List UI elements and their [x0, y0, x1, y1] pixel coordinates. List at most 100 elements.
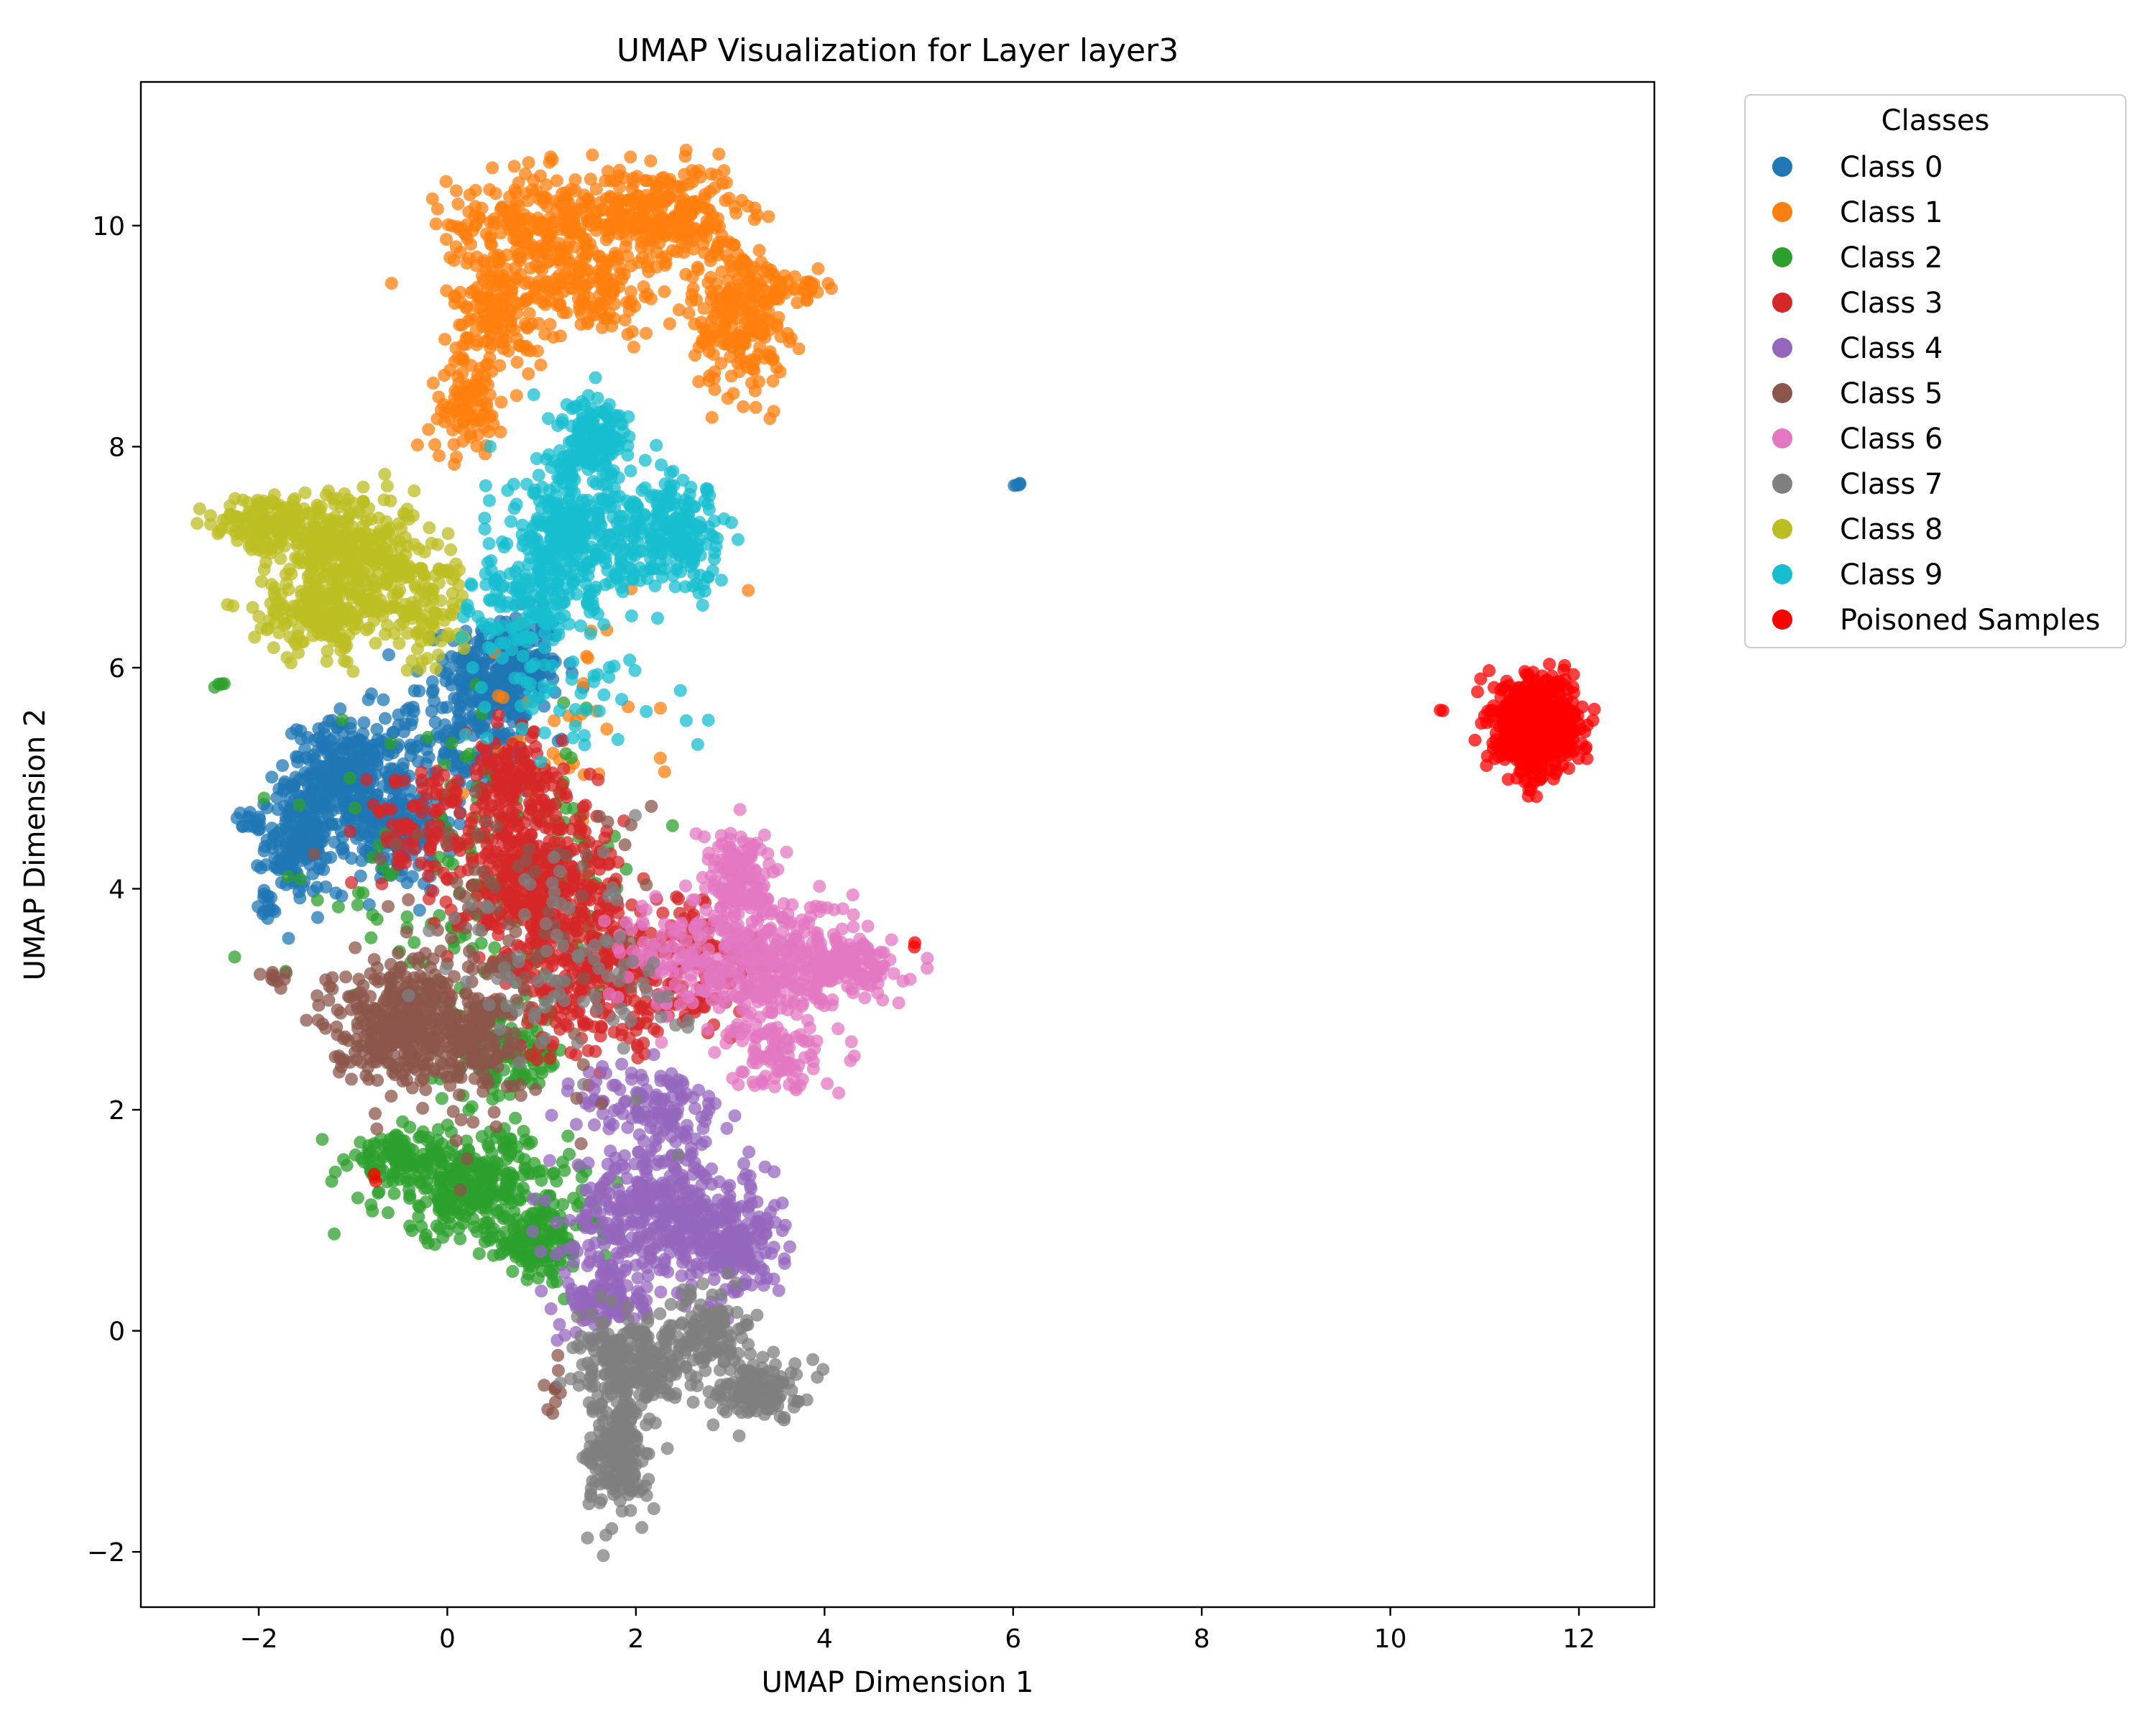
scatter-point: [683, 1149, 696, 1162]
scatter-point: [545, 1302, 558, 1315]
scatter-point: [431, 203, 444, 216]
scatter-point: [658, 1190, 671, 1202]
scatter-point: [428, 438, 441, 451]
scatter-point: [641, 1011, 654, 1024]
scatter-point: [438, 769, 451, 782]
scatter-point: [667, 1206, 680, 1219]
scatter-point: [258, 845, 271, 857]
scatter-point: [216, 677, 229, 690]
scatter-point: [692, 1164, 705, 1177]
scatter-point: [456, 423, 469, 436]
scatter-point: [673, 1232, 686, 1245]
scatter-point: [397, 850, 410, 863]
scatter-point: [558, 1329, 571, 1342]
scatter-point: [432, 391, 445, 404]
scatter-point: [461, 397, 474, 410]
scatter-point: [433, 803, 446, 816]
scatter-point: [513, 769, 526, 782]
scatter-point: [572, 272, 585, 285]
scatter-point: [641, 260, 654, 273]
scatter-point: [593, 857, 606, 870]
scatter-point: [617, 1246, 630, 1259]
scatter-point: [527, 726, 540, 739]
scatter-point: [317, 863, 330, 876]
scatter-point: [621, 194, 634, 207]
scatter-point: [505, 321, 517, 334]
scatter-point: [405, 742, 418, 755]
scatter-point: [539, 1194, 552, 1207]
scatter-point: [558, 1266, 571, 1279]
scatter-point: [484, 341, 497, 354]
scatter-point: [654, 1286, 667, 1299]
scatter-point: [405, 718, 418, 731]
scatter-point: [450, 451, 463, 464]
scatter-point: [589, 1045, 602, 1058]
scatter-point: [522, 367, 535, 380]
scatter-point: [535, 1067, 548, 1080]
scatter-point: [600, 722, 613, 735]
scatter-point: [441, 1118, 454, 1131]
scatter-point: [635, 1178, 648, 1191]
scatter-point: [683, 1197, 696, 1210]
scatter-point: [544, 211, 557, 224]
scatter-point: [448, 1162, 461, 1175]
scatter-point: [558, 207, 571, 220]
scatter-point: [262, 903, 275, 916]
scatter-point: [523, 1258, 536, 1271]
scatter-point: [793, 342, 806, 355]
scatter-point: [360, 773, 373, 786]
scatter-point: [454, 296, 467, 309]
scatter-point: [703, 345, 716, 358]
scatter-point: [363, 1147, 376, 1160]
scatter-point: [1008, 479, 1021, 492]
scatter-point: [466, 224, 479, 237]
scatter-point: [581, 1259, 594, 1272]
scatter-point: [627, 341, 640, 354]
scatter-point: [507, 793, 520, 806]
scatter-point: [570, 1118, 583, 1131]
scatter-point: [438, 1208, 451, 1221]
scatter-point: [520, 1163, 533, 1176]
scatter-point: [377, 1138, 390, 1151]
scatter-point: [388, 1167, 401, 1180]
scatter-point: [294, 813, 307, 826]
scatter-point: [711, 242, 724, 254]
scatter-point: [558, 1164, 571, 1177]
scatter-point: [688, 195, 701, 208]
scatter-point: [453, 806, 466, 819]
scatter-point: [720, 337, 733, 350]
scatter-point: [425, 704, 438, 717]
scatter-point: [720, 1122, 733, 1135]
scatter-point: [379, 712, 392, 725]
scatter-point: [430, 218, 443, 231]
scatter-point: [475, 202, 488, 215]
scatter-point: [546, 1167, 559, 1180]
scatter-point: [657, 226, 670, 239]
scatter-point: [617, 1194, 630, 1207]
scatter-point: [735, 194, 748, 207]
scatter-point: [741, 307, 754, 320]
scatter-point: [559, 1018, 572, 1031]
scatter-point: [507, 224, 520, 237]
scatter-point: [703, 369, 716, 382]
scatter-point: [591, 773, 604, 786]
scatter-point: [534, 170, 547, 183]
scatter-point: [762, 210, 775, 223]
scatter-point: [328, 1228, 341, 1241]
scatter-point: [698, 302, 711, 315]
scatter-point: [276, 759, 289, 772]
scatter-point: [535, 794, 548, 806]
scatter-point: [676, 1269, 688, 1282]
scatter-point: [467, 285, 480, 298]
scatter-point: [533, 1165, 545, 1178]
scatter-point: [523, 796, 536, 809]
scatter-point: [737, 1157, 750, 1170]
scatter-point: [706, 209, 719, 222]
scatter-point: [534, 359, 547, 372]
scatter-point: [534, 815, 547, 828]
scatter-point: [438, 369, 451, 382]
scatter-point: [738, 1230, 751, 1243]
scatter-point: [349, 757, 362, 770]
scatter-point: [516, 236, 529, 249]
scatter-point: [401, 876, 414, 889]
